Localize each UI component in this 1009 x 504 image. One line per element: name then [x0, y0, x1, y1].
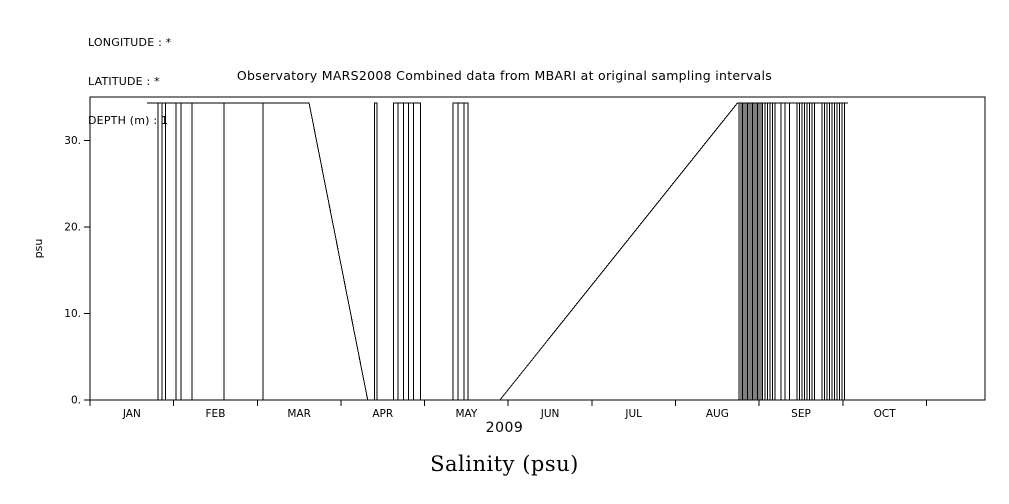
y-axis-ticks	[84, 139, 90, 401]
y-axis-title: psu	[32, 239, 45, 259]
svg-text:FEB: FEB	[206, 408, 226, 420]
metadata-header: LONGITUDE : * LATITUDE : * DEPTH (m) : 1	[88, 10, 171, 153]
chart-title: Observatory MARS2008 Combined data from …	[236, 68, 773, 83]
chart-caption: Salinity (psu)	[430, 452, 579, 476]
svg-text:MAY: MAY	[455, 408, 477, 420]
svg-text:OCT: OCT	[874, 408, 897, 420]
svg-text:30.: 30.	[64, 135, 81, 147]
svg-text:SEP: SEP	[791, 408, 811, 420]
svg-text:20.: 20.	[64, 221, 81, 233]
svg-text:JUL: JUL	[624, 408, 642, 420]
latitude-label: LATITUDE : *	[88, 75, 160, 88]
x-axis-ticks	[89, 400, 927, 406]
salinity-trace	[146, 102, 848, 401]
svg-text:10.: 10.	[64, 308, 81, 320]
svg-text:0.: 0.	[71, 395, 81, 407]
depth-label: DEPTH (m) : 1	[88, 114, 169, 127]
x-tick-labels: JAN FEB MAR APR MAY JUN JUL AUG SEP OCT	[122, 408, 896, 420]
svg-text:AUG: AUG	[706, 408, 729, 420]
svg-text:JUN: JUN	[540, 408, 560, 420]
x-axis-year-label: 2009	[485, 420, 524, 436]
y-tick-labels: 0. 10. 20. 30.	[64, 135, 81, 407]
svg-text:APR: APR	[372, 408, 393, 420]
longitude-label: LONGITUDE : *	[88, 36, 172, 49]
svg-text:MAR: MAR	[287, 408, 311, 420]
svg-text:JAN: JAN	[122, 408, 141, 420]
plot-border	[89, 96, 986, 401]
